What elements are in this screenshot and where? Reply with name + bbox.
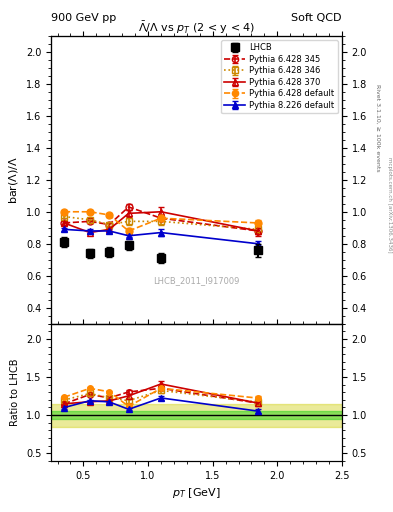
Title: $\bar{\Lambda}/\Lambda$ vs $p_T$ (2 < y < 4): $\bar{\Lambda}/\Lambda$ vs $p_T$ (2 < y … — [138, 19, 255, 36]
Y-axis label: bar($\Lambda$)/$\Lambda$: bar($\Lambda$)/$\Lambda$ — [7, 156, 20, 204]
Bar — [51, 403, 342, 426]
X-axis label: $p_T$ [GeV]: $p_T$ [GeV] — [172, 486, 221, 500]
Text: Soft QCD: Soft QCD — [292, 13, 342, 23]
Legend: LHCB, Pythia 6.428 345, Pythia 6.428 346, Pythia 6.428 370, Pythia 6.428 default: LHCB, Pythia 6.428 345, Pythia 6.428 346… — [221, 40, 338, 113]
Text: Rivet 3.1.10, ≥ 100k events: Rivet 3.1.10, ≥ 100k events — [375, 84, 380, 172]
Bar — [51, 411, 342, 419]
Text: LHCB_2011_I917009: LHCB_2011_I917009 — [153, 276, 240, 285]
Y-axis label: Ratio to LHCB: Ratio to LHCB — [11, 358, 20, 426]
Text: mcplots.cern.ch [arXiv:1306.3436]: mcplots.cern.ch [arXiv:1306.3436] — [387, 157, 391, 252]
Text: 900 GeV pp: 900 GeV pp — [51, 13, 116, 23]
